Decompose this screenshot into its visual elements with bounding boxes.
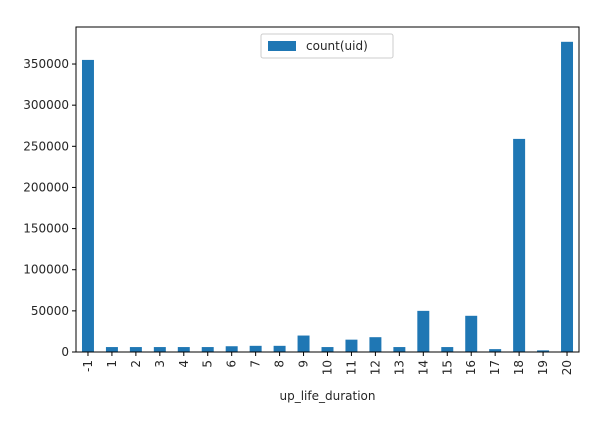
x-tick-label: 10 (321, 360, 335, 375)
x-tick-label: 16 (464, 360, 478, 375)
y-tick-label: 200000 (23, 180, 69, 194)
x-tick-label: 11 (344, 360, 358, 375)
x-tick-label: 3 (153, 360, 167, 368)
legend-box (260, 33, 394, 59)
y-tick-label: 350000 (23, 57, 69, 71)
bars-group (81, 41, 574, 353)
y-tick-label: 300000 (23, 98, 69, 112)
x-tick-label: 7 (249, 360, 263, 368)
bar-4 (177, 347, 190, 352)
bar-18 (513, 138, 526, 352)
x-tick-label: 20 (560, 360, 574, 375)
bar-12 (369, 337, 382, 352)
x-tick-label: 12 (368, 360, 382, 375)
y-tick-label: 50000 (31, 304, 69, 318)
legend: count(uid) (260, 33, 394, 59)
x-axis-ticks: -1 1 2 3 4 5 6 7 8 9 10 11 12 13 14 15 16 17 18 19 20 (81, 352, 574, 375)
bar-7 (249, 345, 262, 352)
x-tick-label: 5 (201, 360, 215, 368)
plot-frame (75, 26, 580, 353)
bar-13 (393, 347, 406, 352)
bar-15 (441, 347, 454, 352)
x-tick-label: -1 (81, 360, 95, 372)
y-tick-label: 250000 (23, 139, 69, 153)
x-tick-label: 4 (177, 360, 191, 368)
x-tick-label: 2 (129, 360, 143, 368)
x-tick-label: 18 (512, 360, 526, 375)
bar-6 (225, 346, 238, 352)
legend-swatch (268, 41, 296, 51)
bar-16 (465, 315, 478, 352)
x-tick-label: 19 (536, 360, 550, 375)
x-tick-label: 14 (416, 360, 430, 375)
x-tick-label: 9 (297, 360, 311, 368)
x-tick-label: 6 (225, 360, 239, 368)
x-tick-label: 17 (488, 360, 502, 375)
x-tick-label: 1 (105, 360, 119, 368)
bar-19 (537, 350, 550, 352)
bar-20 (561, 41, 574, 353)
y-tick-label: 100000 (23, 263, 69, 277)
bar-8 (273, 345, 286, 352)
bar-11 (345, 339, 358, 352)
bar-2 (129, 347, 142, 352)
bar-3 (153, 347, 166, 352)
y-tick-label: 0 (61, 345, 69, 359)
x-axis-label: up_life_duration (280, 389, 376, 403)
bar-9 (297, 335, 310, 352)
x-tick-label: 8 (273, 360, 287, 368)
x-tick-label: 15 (440, 360, 454, 375)
bar-5 (201, 347, 214, 352)
bar-17 (489, 349, 502, 352)
y-tick-label: 150000 (23, 222, 69, 236)
bar-14 (417, 310, 430, 352)
bar-1 (105, 347, 118, 352)
y-axis-ticks: 0 50000 100000 150000 200000 250000 300000 3500… (23, 57, 76, 359)
bar--1 (81, 59, 94, 353)
x-tick-label: 13 (392, 360, 406, 375)
bar-10 (321, 347, 334, 352)
legend-label: count(uid) (306, 39, 368, 53)
